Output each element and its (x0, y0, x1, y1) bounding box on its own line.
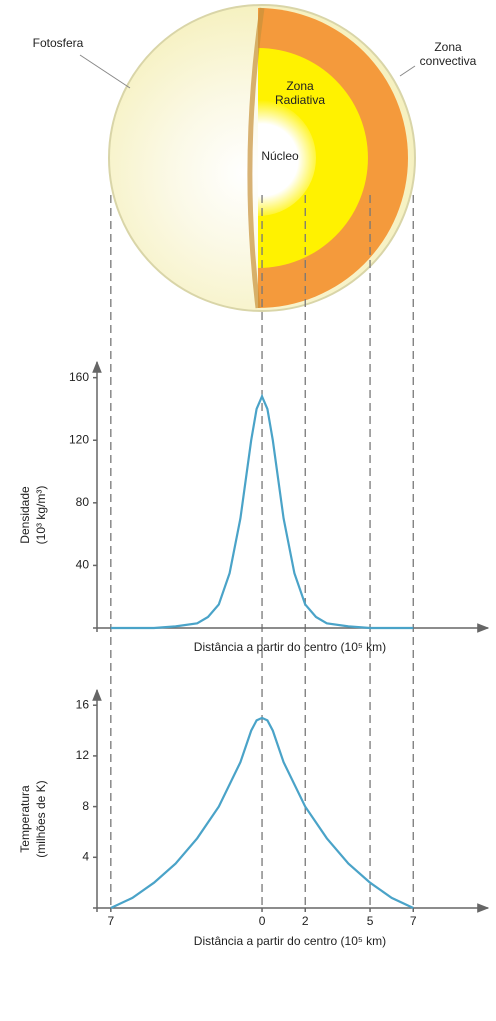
x-tick-label: 7 (107, 914, 114, 928)
label: Núcleo (261, 149, 299, 163)
y-tick-label: 4 (82, 849, 89, 863)
y-tick-label: 40 (76, 558, 90, 572)
x-tick-label: 0 (259, 914, 266, 928)
label: convectiva (420, 54, 477, 68)
y-tick-label: 8 (82, 799, 89, 813)
label: Fotosfera (33, 36, 84, 50)
label: Zona (286, 79, 314, 93)
x-axis-label: Distância a partir do centro (10⁵ km) (194, 934, 386, 948)
x-axis-label: Distância a partir do centro (10⁵ km) (194, 640, 386, 654)
figure: Fotosfera Zona convectiva Zona Radiativa… (0, 0, 496, 1016)
y-tick-label: 12 (76, 748, 90, 762)
y-axis-label: Temperatura (18, 785, 32, 853)
x-tick-label: 7 (410, 914, 417, 928)
y-axis-label: Densidade (18, 486, 32, 544)
y-tick-label: 16 (76, 697, 90, 711)
x-tick-label: 5 (367, 914, 374, 928)
y-tick-label: 160 (69, 370, 89, 384)
label: Radiativa (275, 93, 325, 107)
y-tick-label: 80 (76, 495, 90, 509)
y-axis-label: (10³ kg/m³) (34, 486, 48, 545)
sun (80, 5, 415, 311)
y-axis-label: (milhões de K) (34, 780, 48, 857)
y-tick-label: 120 (69, 432, 89, 446)
label: Zona (434, 40, 462, 54)
x-tick-label: 2 (302, 914, 309, 928)
